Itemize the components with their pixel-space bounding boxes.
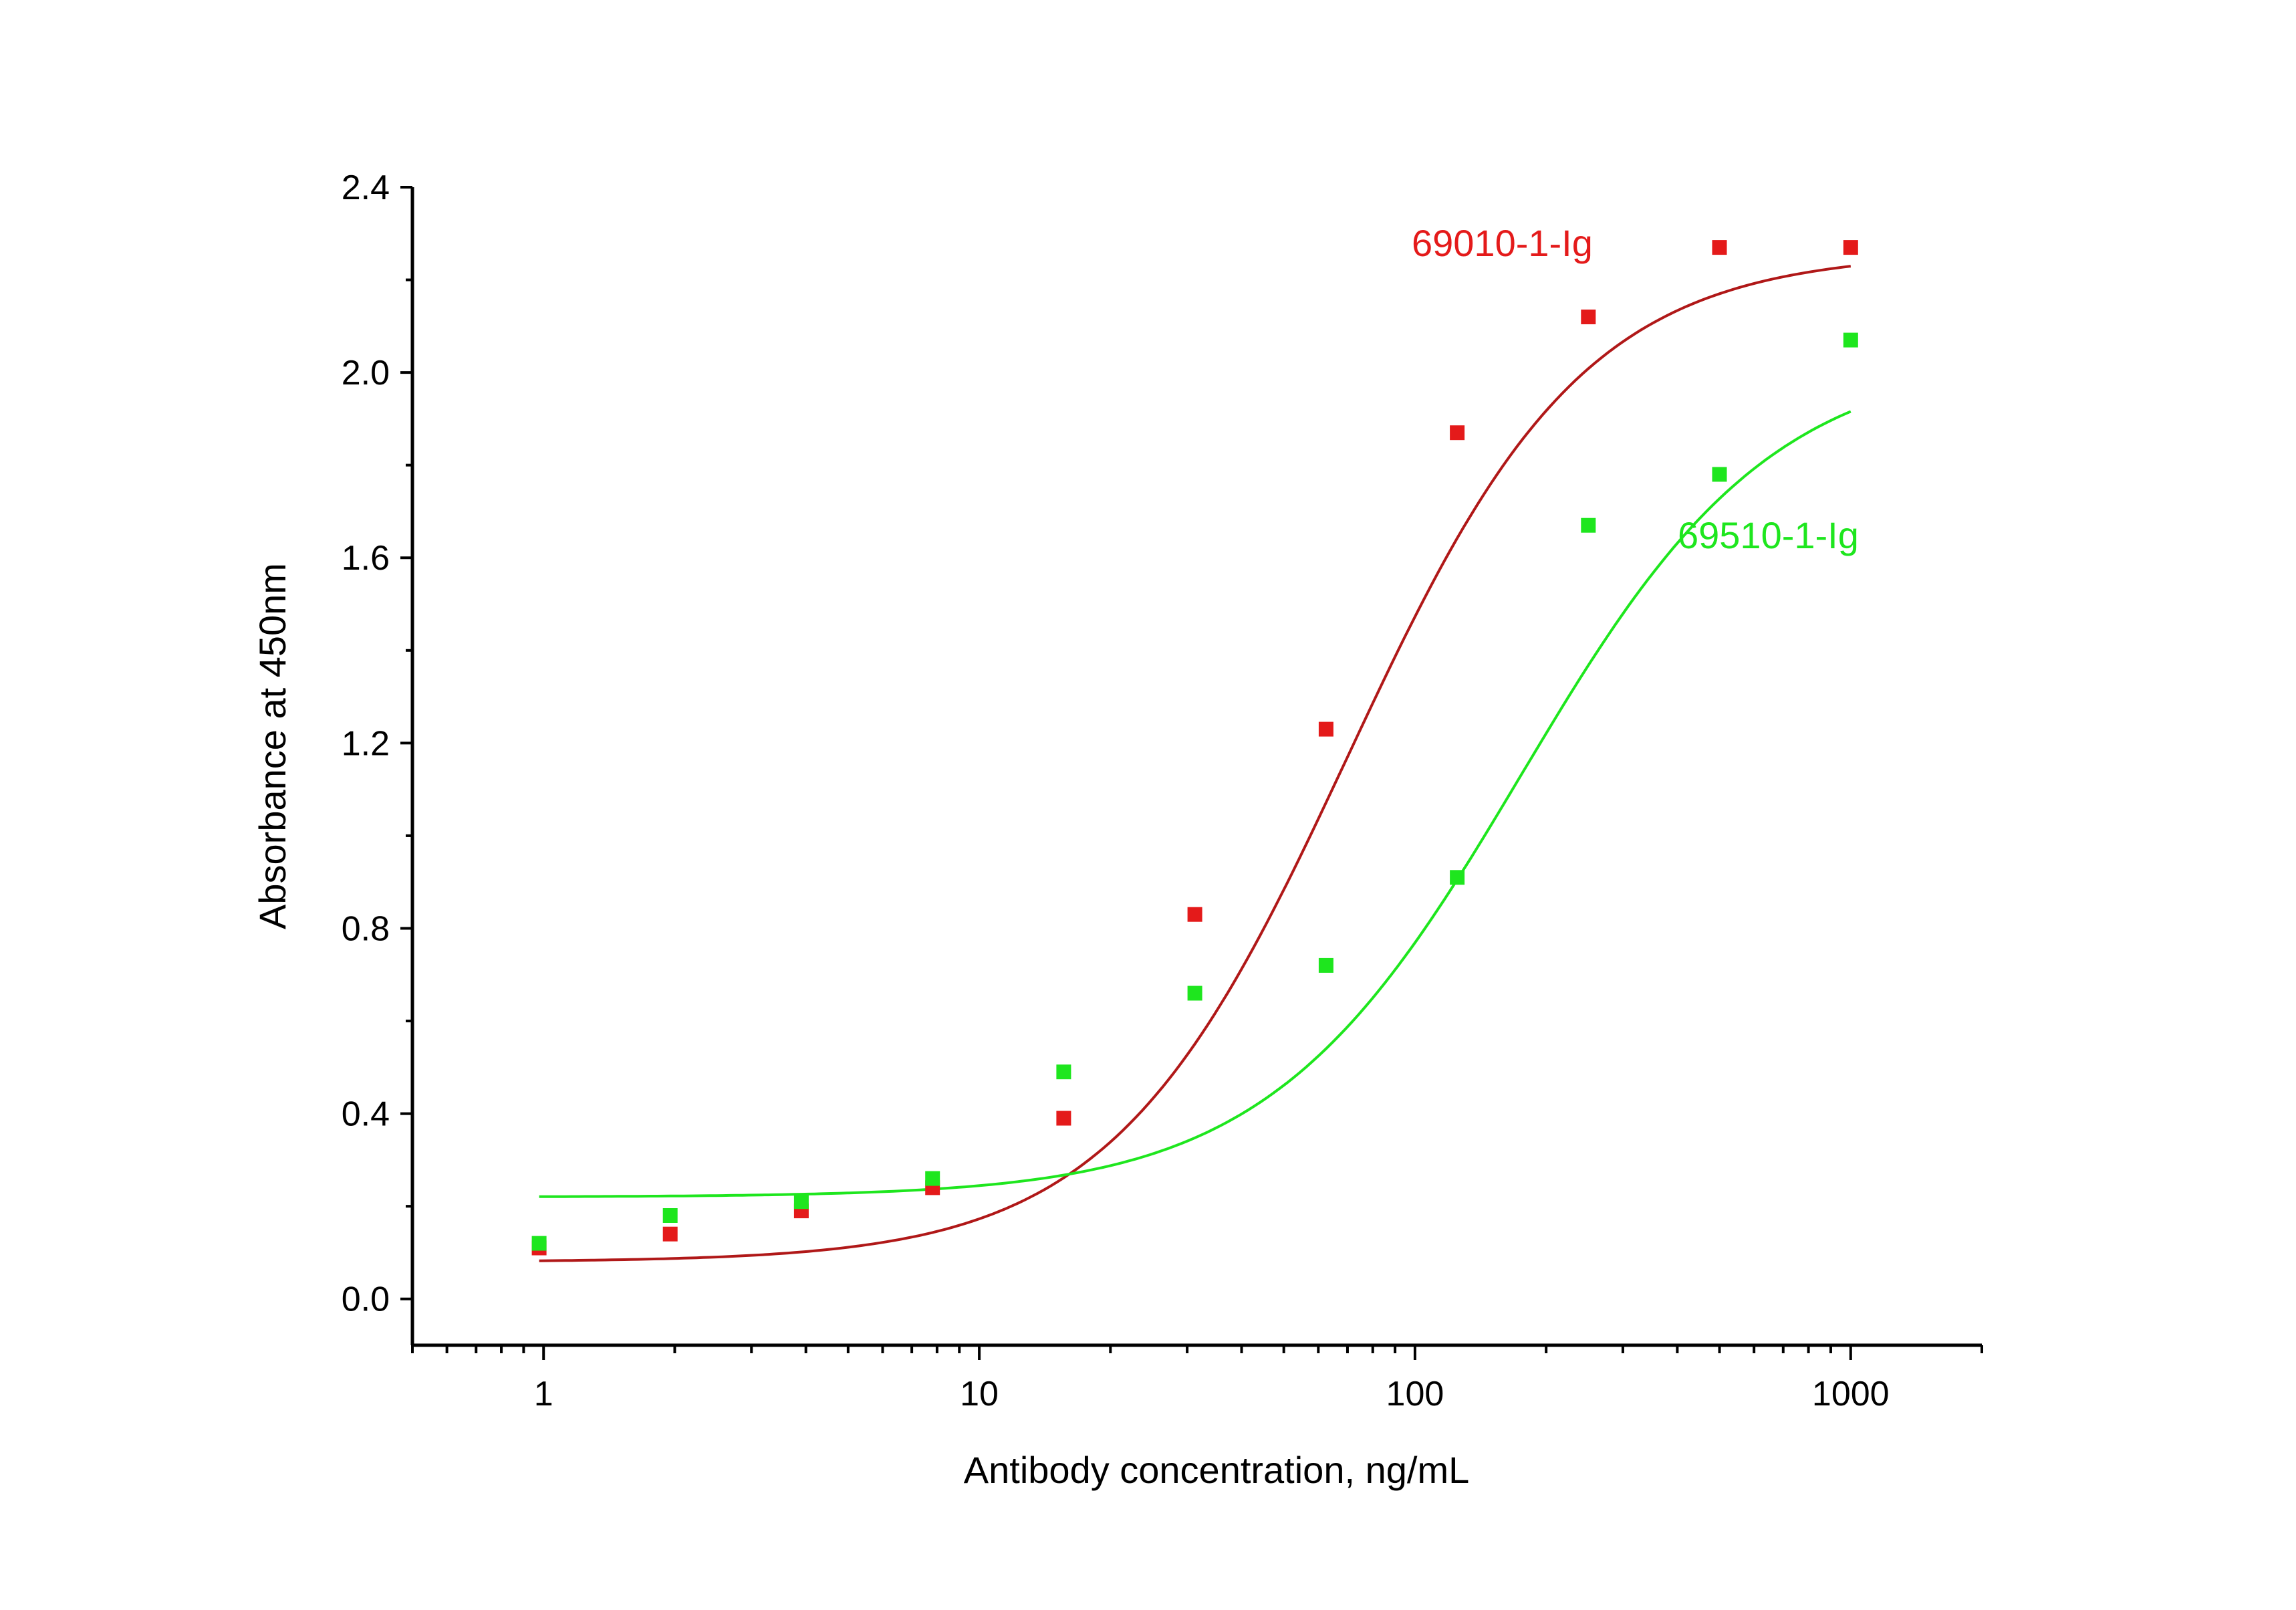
fit-curve-69010-1-Ig <box>539 265 1852 1262</box>
x-axis-title: Antibody concentration, ng/mL <box>964 1449 1469 1491</box>
series-label-69010: 69010-1-Ig <box>1412 222 1593 264</box>
y-tick-label: 0.0 <box>342 1280 390 1319</box>
fit-curve-69510-1-Ig <box>539 410 1852 1198</box>
data-point-69510-1-Ig <box>1056 1064 1071 1080</box>
axes: 0.0 0.4 0.8 1.2 1.6 2.0 2.4 1 10 100 1000 <box>342 168 1983 1413</box>
data-point-69010-1-Ig <box>1581 310 1596 324</box>
y-tick-label: 0.4 <box>342 1095 390 1134</box>
data-point-69010-1-Ig <box>1187 907 1202 922</box>
data-point-69510-1-Ig <box>531 1236 547 1251</box>
x-tick-label: 10 <box>960 1375 999 1413</box>
y-axis-title: Absorbance at 450nm <box>251 563 293 929</box>
y-tick-label: 2.4 <box>342 168 390 207</box>
y-tick-label: 1.6 <box>342 539 390 578</box>
data-point-69510-1-Ig <box>1843 332 1858 348</box>
x-tick-label: 1 <box>534 1375 553 1413</box>
data-point-69010-1-Ig <box>662 1226 678 1242</box>
x-tick-label: 100 <box>1386 1375 1444 1413</box>
data-point-69510-1-Ig <box>1187 986 1202 1001</box>
data-point-69510-1-Ig <box>925 1171 940 1186</box>
y-tick-label: 0.8 <box>342 909 390 948</box>
data-point-69510-1-Ig <box>662 1208 678 1223</box>
fit-curves <box>539 265 1852 1262</box>
data-point-69510-1-Ig <box>1318 957 1333 973</box>
data-point-69510-1-Ig <box>1450 870 1465 885</box>
data-point-69010-1-Ig <box>1843 240 1858 255</box>
data-point-69010-1-Ig <box>1318 721 1333 737</box>
x-tick-label: 1000 <box>1812 1375 1890 1413</box>
labels: 69010-1-Ig 69510-1-Ig Antibody concentra… <box>251 222 1859 1491</box>
data-point-69010-1-Ig <box>1712 240 1727 255</box>
data-points <box>531 240 1858 1256</box>
series-label-69510: 69510-1-Ig <box>1678 514 1859 556</box>
data-point-69510-1-Ig <box>1712 467 1727 482</box>
y-tick-label: 2.0 <box>342 354 390 392</box>
data-point-69510-1-Ig <box>793 1194 809 1210</box>
data-point-69010-1-Ig <box>1450 425 1465 441</box>
data-point-69010-1-Ig <box>1056 1111 1071 1126</box>
data-point-69510-1-Ig <box>1581 518 1596 533</box>
y-tick-label: 1.2 <box>342 724 390 763</box>
